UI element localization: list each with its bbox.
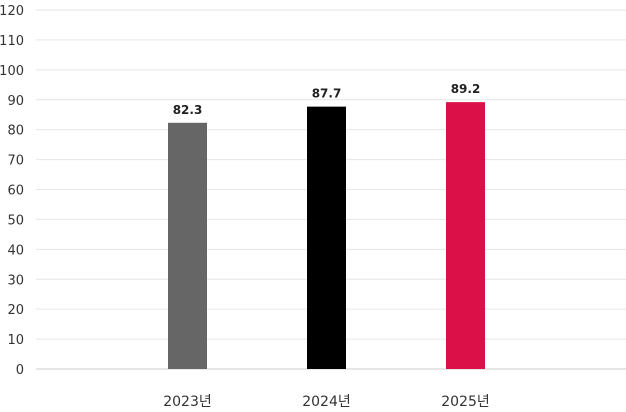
y-tick-label: 90 [7,94,24,109]
bar-value-labels: 82.3 87.7 89.2 [173,82,481,117]
x-tick-label: 2024년 [302,394,351,408]
bars [168,102,485,370]
bar [446,102,485,369]
x-axis-tick-labels: 2023년 2024년 2025년 [163,394,490,410]
y-tick-label: 70 [7,154,24,169]
y-tick-label: 40 [7,243,24,258]
y-tick-label: 110 [0,34,24,49]
x-tick-label: 2023년 [163,394,212,408]
y-tick-label: 120 [0,4,24,19]
x-tick-label: 2025년 [441,394,490,408]
y-tick-label: 50 [7,213,24,228]
y-tick-label: 100 [0,64,24,79]
y-tick-label: 10 [7,333,24,348]
y-tick-label: 60 [7,184,24,199]
bar-value-label: 87.7 [312,87,342,101]
y-axis-tick-labels: 0 10 20 30 40 50 60 70 80 90 100 110 120 [0,4,24,378]
bar-value-label: 82.3 [173,103,203,117]
y-tick-label: 80 [7,124,24,139]
y-tick-label: 30 [7,273,24,288]
y-tick-label: 20 [7,303,24,318]
bar [168,122,207,370]
y-tick-label: 0 [16,363,24,378]
bar [307,106,346,370]
bar-value-label: 89.2 [451,82,481,96]
